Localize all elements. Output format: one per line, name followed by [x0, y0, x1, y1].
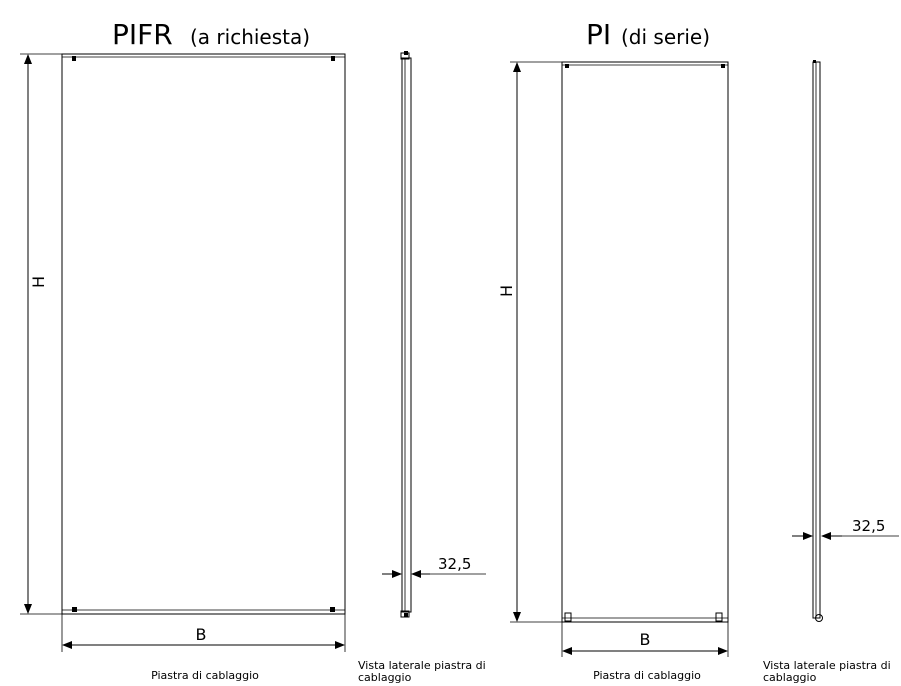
pifr-plate [61, 53, 346, 615]
pi-title-sub: (di serie) [621, 25, 710, 49]
pifr-depth-label: 32,5 [438, 555, 471, 573]
pifr-side-view [400, 51, 412, 618]
pifr-title: PIFR (a richiesta) [112, 18, 310, 51]
pi-title: PI (di serie) [586, 18, 710, 51]
pi-side-caption-line2: cablaggio [763, 671, 817, 684]
pi-side-view [812, 60, 823, 622]
pi-height-dimension: H [497, 61, 562, 623]
pifr-height-dimension: H [20, 53, 62, 615]
pifr-height-label: H [29, 276, 48, 288]
pi-height-label: H [497, 285, 516, 297]
pi-depth-label: 32,5 [852, 517, 885, 535]
pifr-depth-dimension: 32,5 [382, 555, 486, 578]
pi-width-dimension: B [561, 622, 729, 657]
pi-caption: Piastra di cablaggio [593, 669, 701, 682]
pi-depth-dimension: 32,5 [792, 517, 899, 540]
pifr-caption: Piastra di cablaggio [151, 669, 259, 682]
pifr-title-sub: (a richiesta) [190, 25, 310, 49]
pi-plate [561, 61, 729, 623]
pi-side-caption-line1: Vista laterale piastra di [763, 659, 891, 672]
pifr-title-main: PIFR [112, 18, 173, 51]
pifr-width-dimension: B [61, 614, 346, 652]
pifr-side-caption-line1: Vista laterale piastra di [358, 659, 486, 672]
pifr-side-caption-line2: cablaggio [358, 671, 412, 684]
pi-title-main: PI [586, 18, 611, 51]
pi-width-label: B [640, 630, 651, 649]
pifr-width-label: B [196, 625, 207, 644]
